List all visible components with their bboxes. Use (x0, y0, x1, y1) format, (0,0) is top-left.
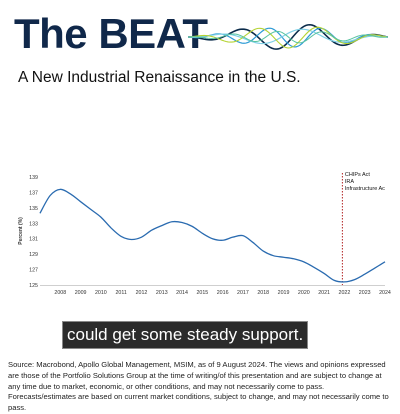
y-tick-label: 131 (29, 237, 38, 243)
x-tick-label: 2022 (339, 290, 351, 296)
x-tick-label: 2017 (237, 290, 249, 296)
annotation-label: CHIPs Act (345, 172, 371, 178)
x-tick-label: 2023 (359, 290, 371, 296)
x-tick-label: 2024 (379, 290, 391, 296)
x-tick-label: 2009 (75, 290, 87, 296)
x-tick-label: 2020 (298, 290, 310, 296)
wave-line (188, 26, 388, 49)
brand-title: The BEAT (14, 10, 208, 57)
wave-line (188, 30, 388, 44)
y-tick-label: 129 (29, 252, 38, 258)
x-tick-label: 2015 (196, 290, 208, 296)
y-tick-label: 125 (29, 283, 38, 289)
y-tick-label: 135 (29, 206, 38, 212)
x-tick-label: 2008 (54, 290, 66, 296)
wave-logo-graphic (188, 23, 388, 50)
x-tick-label: 2011 (115, 290, 126, 296)
x-tick-label: 2019 (278, 290, 290, 296)
y-axis-label: Percent (%) (18, 217, 24, 245)
line-chart: 125 127 129 131 133 135 137 139 2008 2009 2010 2011… (18, 172, 391, 296)
y-tick-label: 133 (29, 221, 38, 227)
x-tick-label: 2013 (156, 290, 168, 296)
x-tick-label: 2012 (136, 290, 148, 296)
wave-line (188, 28, 388, 45)
x-tick-label: 2021 (318, 290, 330, 296)
x-tick-label: 2016 (217, 290, 229, 296)
x-tick-label: 2010 (95, 290, 107, 296)
slide-title: A New Industrial Renaissance in the U.S. (18, 69, 301, 86)
y-tick-label: 127 (29, 268, 38, 274)
annotation-label: IRA (345, 179, 355, 185)
y-tick-label: 139 (29, 175, 38, 181)
source-footnote: Source: Macrobond, Apollo Global Managem… (8, 360, 389, 413)
y-tick-label: 137 (29, 190, 38, 196)
x-tick-label: 2018 (257, 290, 269, 296)
annotation-label: Infrastructure Ac (345, 186, 385, 192)
series-line (39, 188, 386, 283)
video-subtitle: could get some steady support. (62, 321, 309, 349)
x-tick-label: 2014 (176, 290, 188, 296)
